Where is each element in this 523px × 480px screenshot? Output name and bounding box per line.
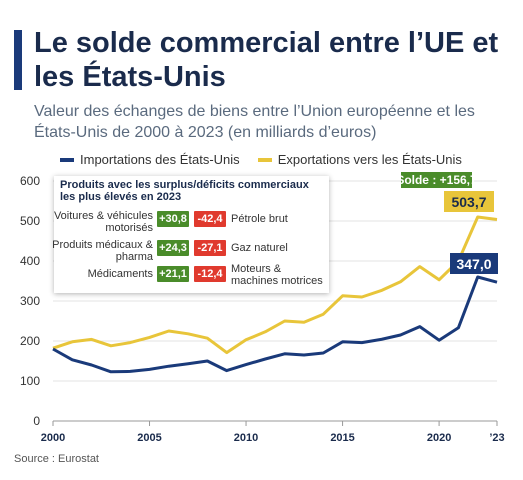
legend-item-exports: Exportations vers les États-Unis xyxy=(257,152,462,167)
inset-title: Produits avec les surplus/déficits comme… xyxy=(60,179,309,203)
chart-title: Le solde commercial entre l’UE et les Ét… xyxy=(34,27,499,93)
y-tick-label: 400 xyxy=(20,254,40,268)
chart-subtitle: Valeur des échanges de biens entre l’Uni… xyxy=(34,103,475,141)
deficit-badge: -42,4 xyxy=(194,211,226,227)
inset-row: Voitures & véhicules motorisés +30,8 -42… xyxy=(54,210,329,241)
surplus-label: Voitures & véhicules motorisés xyxy=(53,210,153,234)
legend-swatch-imports xyxy=(60,157,74,162)
deficit-label: Moteurs & machines motrices xyxy=(231,263,323,287)
y-tick-label: 100 xyxy=(20,374,40,388)
imports-last-callout-text: 347,0 xyxy=(456,256,491,272)
imports-line xyxy=(52,275,498,374)
imports-last-callout-bg xyxy=(450,253,498,274)
legend-label-exports: Exportations vers les États-Unis xyxy=(277,152,462,167)
solde-callout-bg xyxy=(401,172,472,188)
y-tick-label: 500 xyxy=(20,214,40,228)
x-tick-label: 2015 xyxy=(330,432,354,444)
deficit-label: Gaz naturel xyxy=(231,242,288,254)
chart-legend: Importations des États-Unis Exportations… xyxy=(60,152,480,167)
deficit-badge: -27,1 xyxy=(194,240,226,256)
surplus-badge: +24,3 xyxy=(157,240,189,256)
x-tick-label: 2000 xyxy=(41,432,65,444)
y-tick-label: 600 xyxy=(20,174,40,188)
top-products-inset: Produits avec les surplus/déficits comme… xyxy=(52,176,329,296)
y-tick-label: 0 xyxy=(33,414,40,428)
surplus-label: Produits médicaux & pharma xyxy=(52,239,153,263)
y-tick-label: 200 xyxy=(20,334,40,348)
callouts: Solde : +156,7 503,7 347,0 xyxy=(396,172,498,274)
exports-last-callout-text: 503,7 xyxy=(451,194,486,210)
surplus-badge: +21,1 xyxy=(157,266,189,282)
legend-item-imports: Importations des États-Unis xyxy=(60,152,240,167)
inset-row: Médicaments +21,1 -12,4 Moteurs & machin… xyxy=(54,263,329,296)
title-accent-bar xyxy=(14,30,22,90)
solde-callout-text: Solde : +156,7 xyxy=(396,173,477,187)
exports-last-callout-bg xyxy=(444,191,494,212)
surplus-label: Médicaments xyxy=(87,268,153,280)
exports-line xyxy=(52,215,498,355)
x-tick-label: 2010 xyxy=(234,432,258,444)
x-tick-label: 2020 xyxy=(427,432,451,444)
y-axis-ticks: 0 100 200 300 400 500 600 xyxy=(20,174,40,428)
deficit-badge: -12,4 xyxy=(194,266,226,282)
legend-swatch-exports xyxy=(257,157,272,162)
deficit-label: Pétrole brut xyxy=(231,213,288,225)
inset-row: Produits médicaux & pharma +24,3 -27,1 G… xyxy=(52,239,329,270)
y-tick-label: 300 xyxy=(20,294,40,308)
x-axis-ticks: 2000 2005 2010 2015 2020 ’23 xyxy=(41,421,505,444)
series-lines xyxy=(52,215,498,374)
x-tick-label: 2005 xyxy=(137,432,161,444)
x-tick-label: ’23 xyxy=(489,432,504,444)
source-note: Source : Eurostat xyxy=(14,453,99,465)
legend-label-imports: Importations des États-Unis xyxy=(80,152,240,167)
surplus-badge: +30,8 xyxy=(157,211,189,227)
